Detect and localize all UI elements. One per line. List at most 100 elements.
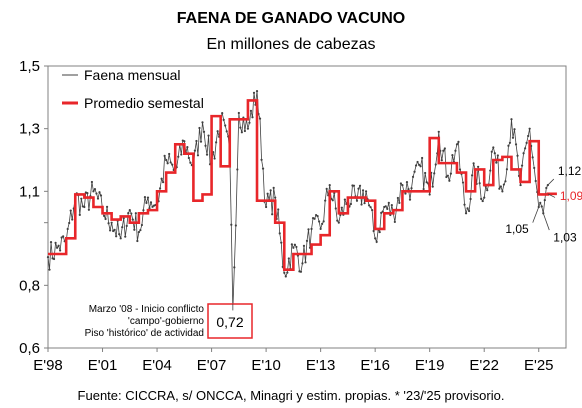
monthly-point <box>411 175 415 178</box>
monthly-point <box>163 154 166 157</box>
monthly-point <box>528 127 531 130</box>
monthly-point <box>198 126 201 130</box>
monthly-point <box>318 220 321 223</box>
monthly-point <box>404 192 407 195</box>
monthly-point <box>69 209 72 212</box>
monthly-point <box>149 201 153 204</box>
monthly-point <box>225 130 228 133</box>
monthly-point <box>261 167 265 170</box>
x-tick-label: E'01 <box>88 357 118 374</box>
monthly-point <box>499 185 502 188</box>
monthly-point <box>386 207 389 210</box>
monthly-point <box>292 246 295 249</box>
monthly-point <box>421 156 424 160</box>
x-tick-label: E'13 <box>306 357 336 374</box>
monthly-point <box>118 233 121 236</box>
monthly-point <box>119 237 122 240</box>
monthly-point <box>110 221 113 224</box>
monthly-point <box>60 236 63 239</box>
monthly-point <box>204 144 207 147</box>
x-tick-label: E'10 <box>251 357 281 374</box>
end-value-labels: 1,12 1,092 1,05 1,03 <box>232 164 582 311</box>
monthly-point <box>137 230 140 234</box>
monthly-point <box>151 205 154 208</box>
monthly-point <box>455 143 459 146</box>
monthly-point <box>442 149 445 152</box>
x-tick-label: E'07 <box>197 357 227 374</box>
monthly-point <box>543 199 546 202</box>
monthly-point <box>213 157 216 160</box>
monthly-point <box>221 112 224 115</box>
monthly-point <box>504 180 507 183</box>
monthly-point <box>467 209 471 213</box>
monthly-point <box>196 154 200 157</box>
monthly-point <box>293 243 296 246</box>
monthly-point <box>375 240 378 244</box>
monthly-point <box>417 163 421 166</box>
monthly-point <box>115 235 118 238</box>
monthly-point <box>143 196 147 199</box>
x-tick-label: E'04 <box>142 357 172 374</box>
monthly-point <box>284 275 287 278</box>
monthly-point <box>286 271 289 274</box>
monthly-point <box>55 246 59 249</box>
monthly-point <box>477 165 480 168</box>
monthly-point <box>490 150 493 153</box>
monthly-point <box>534 179 537 183</box>
monthly-point <box>396 196 399 200</box>
monthly-point <box>146 196 150 199</box>
monthly-point <box>331 199 334 202</box>
monthly-point <box>337 221 340 224</box>
y-tick-label: 1,5 <box>19 58 40 75</box>
monthly-point <box>183 140 186 143</box>
y-tick-label: 0,6 <box>19 340 40 357</box>
monthly-point <box>433 172 436 175</box>
monthly-point <box>265 205 268 209</box>
monthly-point <box>160 177 163 180</box>
monthly-point <box>96 197 100 200</box>
monthly-point <box>361 189 365 192</box>
monthly-point <box>422 187 425 191</box>
monthly-point <box>199 140 203 143</box>
monthly-line <box>47 91 549 311</box>
monthly-point <box>269 189 272 192</box>
monthly-point <box>464 212 468 215</box>
monthly-point <box>495 161 498 164</box>
monthly-point <box>374 237 377 240</box>
monthly-point <box>248 121 251 124</box>
monthly-point <box>139 229 142 232</box>
monthly-point <box>237 111 240 115</box>
x-tick-label: E'16 <box>360 357 390 374</box>
monthly-point <box>107 222 110 225</box>
monthly-point <box>437 130 440 133</box>
chart-subtitle: En millones de cabezas <box>206 36 376 53</box>
monthly-point <box>349 202 353 206</box>
annotation-label: 1,092 <box>560 189 582 203</box>
monthly-point <box>480 197 483 200</box>
monthly-point <box>524 147 527 150</box>
monthly-point <box>177 155 180 158</box>
monthly-point <box>496 154 499 157</box>
monthly-point <box>302 244 306 247</box>
monthly-point <box>387 201 390 204</box>
monthly-point <box>66 227 69 231</box>
monthly-point <box>478 182 481 185</box>
monthly-point <box>122 217 125 220</box>
monthly-point <box>428 193 431 196</box>
monthly-point <box>108 229 112 232</box>
monthly-point <box>336 219 339 222</box>
monthly-point <box>80 197 83 200</box>
monthly-point <box>290 243 293 246</box>
legend: Faena mensual Promedio semestal <box>62 67 204 111</box>
monthly-point <box>145 201 148 205</box>
monthly-point <box>136 239 139 243</box>
monthly-point <box>216 130 219 133</box>
monthly-point <box>49 241 53 244</box>
monthly-point <box>458 168 462 171</box>
monthly-point <box>140 223 144 227</box>
monthly-point <box>419 165 422 168</box>
x-tick-label: E'19 <box>415 357 445 374</box>
monthly-point <box>193 149 197 152</box>
monthly-point <box>240 131 243 134</box>
